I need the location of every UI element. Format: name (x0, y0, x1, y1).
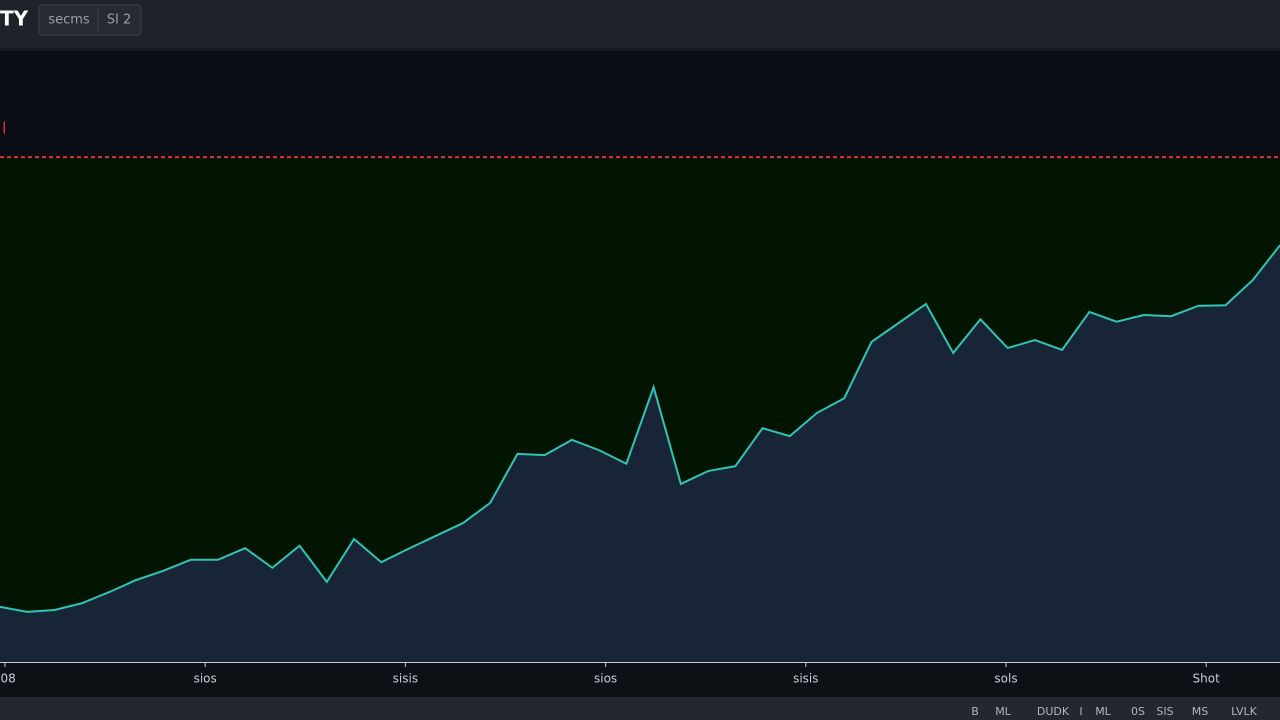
top-bar (0, 0, 1280, 48)
status-item: LVLK (1231, 705, 1258, 718)
x-tick-label: sols (994, 672, 1017, 686)
separator (0, 48, 1280, 51)
status-item: I (1079, 705, 1082, 718)
x-tick-label: sisis (793, 672, 818, 686)
status-item: B (971, 705, 979, 718)
x-tick-label: sisis (393, 672, 418, 686)
status-bar (0, 697, 1280, 720)
x-tick-label: sios (594, 672, 617, 686)
area-fill (0, 245, 1280, 662)
status-item: ML (995, 705, 1011, 718)
status-item: DUDK (1037, 705, 1070, 718)
button[interactable]: SI 2 (107, 13, 132, 28)
x-tick-label: Shot (1193, 672, 1221, 686)
x-tick-label: s08 (0, 672, 16, 686)
chart: l s08 sios sisis sios sisis sols Shot (0, 119, 1280, 686)
x-tick-label: sios (194, 672, 217, 686)
threshold-label: l (2, 119, 6, 138)
x-axis-bar (0, 662, 1280, 697)
status-item: MS (1192, 705, 1208, 718)
button[interactable]: secms (48, 13, 90, 28)
button-group (38, 4, 142, 36)
line (0, 244, 1280, 613)
app-title: TY (0, 7, 29, 31)
status-item: SIS (1156, 705, 1173, 718)
status-item: 0S (1131, 705, 1145, 718)
status-item: ML (1095, 705, 1111, 718)
